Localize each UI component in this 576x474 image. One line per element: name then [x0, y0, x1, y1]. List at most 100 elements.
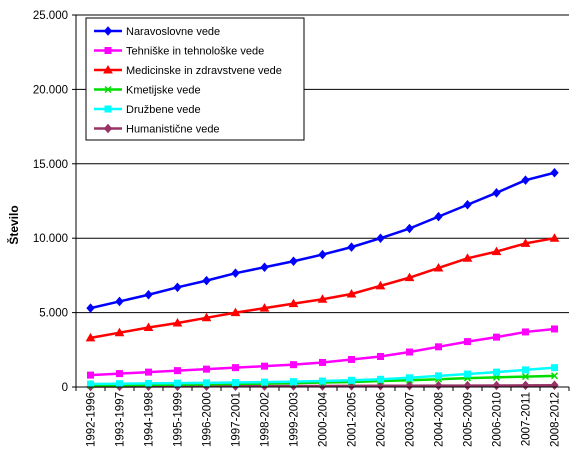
data-point-marker [405, 223, 414, 234]
legend-label: Družbene vede [126, 104, 201, 116]
series-2 [85, 233, 560, 342]
data-point-marker [87, 371, 94, 379]
data-point-marker [348, 355, 355, 363]
data-point-marker [231, 268, 240, 278]
data-point-marker [114, 327, 125, 337]
data-point-marker [202, 275, 211, 286]
data-point-marker [319, 358, 326, 366]
data-point-marker [232, 379, 239, 387]
x-tick-label: 1993-1997 [115, 392, 127, 447]
x-tick-label: 1997-2001 [231, 392, 243, 447]
data-point-marker [290, 361, 297, 369]
data-point-marker [259, 303, 270, 312]
data-point-marker [174, 379, 181, 387]
data-point-marker [492, 380, 501, 391]
x-tick-label: 1995-1999 [173, 392, 185, 447]
y-axis-ticks: 0 5.000 10.000 15.000 20.000 25.000 [33, 10, 76, 394]
data-point-marker [462, 253, 473, 262]
data-point-marker [260, 262, 269, 272]
data-point-marker [261, 362, 268, 370]
data-point-marker [86, 303, 95, 313]
legend-label: Naravoslovne vede [126, 26, 220, 38]
data-point-marker [522, 366, 529, 374]
data-point-marker [377, 352, 384, 360]
legend-marker [104, 105, 112, 113]
legend-item: Kmetijske vede [94, 85, 201, 97]
series-1 [87, 325, 558, 379]
data-point-marker [493, 368, 500, 376]
data-point-marker [406, 348, 413, 356]
legend-label: Humanistične vede [126, 124, 220, 136]
data-point-marker [375, 280, 386, 290]
data-point-marker [116, 380, 123, 388]
x-tick-label: 2001-2005 [347, 392, 359, 447]
legend-label: Kmetijske vede [126, 85, 201, 97]
data-point-marker [550, 167, 559, 178]
legend-item: Humanistične vede [94, 124, 220, 136]
data-point-marker [288, 298, 299, 308]
data-point-marker [145, 379, 152, 387]
x-tick-label: 2002-2006 [376, 392, 388, 447]
data-point-marker [145, 368, 152, 376]
data-point-marker [435, 343, 442, 351]
data-point-marker [463, 199, 472, 210]
data-point-marker [261, 378, 268, 386]
legend-box [85, 17, 305, 141]
data-point-marker [289, 256, 298, 267]
data-point-marker [404, 272, 415, 282]
x-tick-label: 1998-2002 [260, 392, 272, 447]
data-point-marker [376, 233, 385, 243]
data-point-marker [549, 233, 560, 242]
data-point-marker [435, 372, 442, 380]
data-point-marker [115, 296, 124, 307]
data-point-marker [230, 307, 241, 317]
legend-marker [104, 47, 112, 54]
data-point-marker [491, 246, 502, 256]
y-tick-label: 10.000 [33, 233, 68, 245]
y-tick-label: 25.000 [33, 10, 68, 22]
legend-item: Medicinske in zdravstvene vede [94, 64, 282, 77]
data-point-marker [348, 376, 355, 384]
data-point-marker [434, 380, 443, 391]
data-point-marker [550, 372, 559, 380]
x-tick-label: 1994-1998 [144, 392, 156, 447]
legend-item: Tehniške in tehnološke vede [94, 46, 264, 58]
legend-label: Tehniške in tehnološke vede [126, 46, 264, 58]
legend-marker [103, 64, 113, 74]
data-point-marker [405, 380, 414, 391]
y-axis-label: Število [6, 205, 21, 244]
x-axis-ticks: 1992-1996 1993-1997 1994-1998 1995-1999 1996… [75, 387, 570, 447]
legend-item: Družbene vede [94, 104, 201, 116]
data-point-marker [143, 322, 154, 331]
legend-marker [104, 85, 112, 94]
y-tick-label: 0 [62, 382, 68, 394]
data-point-marker [347, 242, 356, 252]
data-point-marker [172, 318, 183, 327]
legend-marker [103, 123, 113, 134]
legend-label: Medicinske in zdravstvene vede [126, 65, 282, 77]
legend-marker [103, 26, 113, 36]
y-tick-label: 15.000 [33, 159, 68, 171]
x-tick-label: 2007-2011 [521, 392, 533, 446]
data-point-marker [290, 378, 297, 386]
data-point-marker [522, 328, 529, 336]
data-point-marker [551, 364, 558, 372]
data-point-marker [232, 364, 239, 372]
legend-item: Naravoslovne vede [94, 26, 220, 38]
x-tick-label: 1992-1996 [86, 392, 98, 447]
data-point-marker [434, 211, 443, 222]
x-tick-label: 1999-2003 [289, 392, 301, 447]
x-tick-label: 2004-2008 [434, 392, 446, 447]
data-point-marker [319, 377, 326, 385]
data-point-marker [406, 374, 413, 382]
data-point-marker [116, 370, 123, 378]
x-tick-label: 2003-2007 [405, 392, 417, 447]
data-point-marker [174, 367, 181, 375]
data-point-marker [521, 175, 530, 185]
data-point-marker [144, 289, 153, 300]
x-tick-label: 2000-2004 [318, 391, 330, 447]
y-tick-label: 5.000 [39, 308, 68, 320]
data-point-marker [173, 282, 182, 293]
data-point-marker [85, 332, 96, 342]
